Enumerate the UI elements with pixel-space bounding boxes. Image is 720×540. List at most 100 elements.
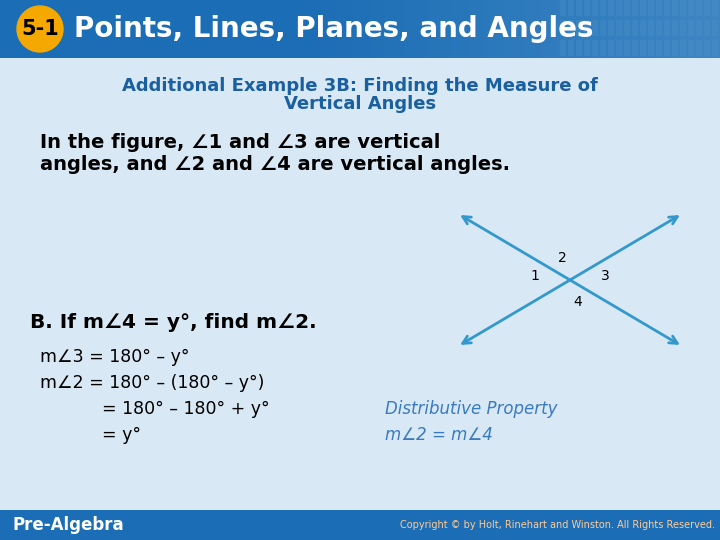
- Bar: [647, 0, 652, 58]
- Bar: [560, 0, 566, 16]
- Bar: [631, 0, 636, 58]
- Bar: [457, 0, 463, 58]
- Bar: [568, 0, 573, 58]
- Bar: [648, 20, 654, 36]
- Bar: [672, 20, 678, 36]
- Bar: [316, 0, 321, 58]
- Bar: [709, 0, 715, 58]
- Bar: [584, 20, 590, 36]
- Bar: [431, 0, 436, 58]
- Bar: [447, 0, 452, 58]
- Bar: [624, 20, 630, 36]
- Bar: [379, 0, 384, 58]
- Bar: [657, 0, 662, 58]
- Text: Copyright © by Holt, Rinehart and Winston. All Rights Reserved.: Copyright © by Holt, Rinehart and Winsto…: [400, 520, 715, 530]
- Bar: [546, 0, 552, 58]
- Bar: [664, 0, 670, 16]
- Text: Distributive Property: Distributive Property: [385, 400, 557, 418]
- Bar: [568, 20, 574, 36]
- Text: = 180° – 180° + y°: = 180° – 180° + y°: [102, 400, 269, 418]
- Bar: [704, 40, 710, 56]
- Bar: [560, 40, 566, 56]
- Text: In the figure, ∠1 and ∠3 are vertical: In the figure, ∠1 and ∠3 are vertical: [40, 133, 441, 152]
- Bar: [536, 0, 541, 58]
- Bar: [526, 0, 531, 58]
- Bar: [664, 20, 670, 36]
- Bar: [704, 0, 709, 58]
- Bar: [358, 0, 363, 58]
- Bar: [468, 0, 473, 58]
- Bar: [662, 0, 667, 58]
- Bar: [616, 20, 622, 36]
- Bar: [600, 20, 606, 36]
- Text: m∠2 = 180° – (180° – y°): m∠2 = 180° – (180° – y°): [40, 374, 264, 392]
- Bar: [664, 40, 670, 56]
- Bar: [712, 0, 718, 16]
- Bar: [331, 0, 337, 58]
- Bar: [696, 40, 702, 56]
- Bar: [688, 0, 694, 16]
- Bar: [576, 20, 582, 36]
- Bar: [600, 40, 606, 56]
- Bar: [0, 0, 720, 58]
- Bar: [632, 0, 638, 16]
- Bar: [473, 0, 479, 58]
- Bar: [715, 0, 720, 58]
- Bar: [557, 0, 562, 58]
- Bar: [436, 0, 442, 58]
- Bar: [610, 0, 615, 58]
- Bar: [642, 0, 647, 58]
- Bar: [656, 0, 662, 16]
- Bar: [584, 0, 590, 16]
- Bar: [680, 0, 686, 16]
- Bar: [326, 0, 331, 58]
- Text: angles, and ∠2 and ∠4 are vertical angles.: angles, and ∠2 and ∠4 are vertical angle…: [40, 156, 510, 174]
- Text: m∠3 = 180° – y°: m∠3 = 180° – y°: [40, 348, 189, 366]
- Bar: [688, 20, 694, 36]
- Bar: [541, 0, 546, 58]
- Bar: [608, 40, 614, 56]
- Bar: [310, 0, 316, 58]
- Circle shape: [17, 6, 63, 52]
- Bar: [410, 0, 415, 58]
- Text: = y°: = y°: [102, 426, 141, 444]
- Bar: [678, 0, 683, 58]
- Bar: [0, 510, 720, 540]
- Bar: [688, 40, 694, 56]
- Text: Vertical Angles: Vertical Angles: [284, 95, 436, 113]
- Text: 1: 1: [531, 269, 539, 283]
- Bar: [353, 0, 358, 58]
- Bar: [672, 0, 678, 16]
- Bar: [648, 40, 654, 56]
- Bar: [688, 0, 694, 58]
- Bar: [712, 20, 718, 36]
- Bar: [500, 0, 505, 58]
- Bar: [576, 0, 582, 16]
- Bar: [347, 0, 353, 58]
- Bar: [704, 20, 710, 36]
- Bar: [426, 0, 431, 58]
- Bar: [562, 0, 568, 58]
- Text: Points, Lines, Planes, and Angles: Points, Lines, Planes, and Angles: [74, 15, 593, 43]
- Text: 3: 3: [600, 269, 609, 283]
- Bar: [672, 40, 678, 56]
- Bar: [696, 20, 702, 36]
- Bar: [584, 40, 590, 56]
- Bar: [624, 40, 630, 56]
- Bar: [405, 0, 410, 58]
- Bar: [463, 0, 468, 58]
- Bar: [680, 20, 686, 36]
- Text: Additional Example 3B: Finding the Measure of: Additional Example 3B: Finding the Measu…: [122, 77, 598, 95]
- Bar: [363, 0, 368, 58]
- Bar: [452, 0, 457, 58]
- Bar: [694, 0, 699, 58]
- Bar: [576, 40, 582, 56]
- Bar: [484, 0, 489, 58]
- Bar: [337, 0, 342, 58]
- Bar: [578, 0, 583, 58]
- Bar: [368, 0, 374, 58]
- Bar: [560, 20, 566, 36]
- Text: 5-1: 5-1: [21, 19, 59, 39]
- Bar: [568, 0, 574, 16]
- Bar: [683, 0, 688, 58]
